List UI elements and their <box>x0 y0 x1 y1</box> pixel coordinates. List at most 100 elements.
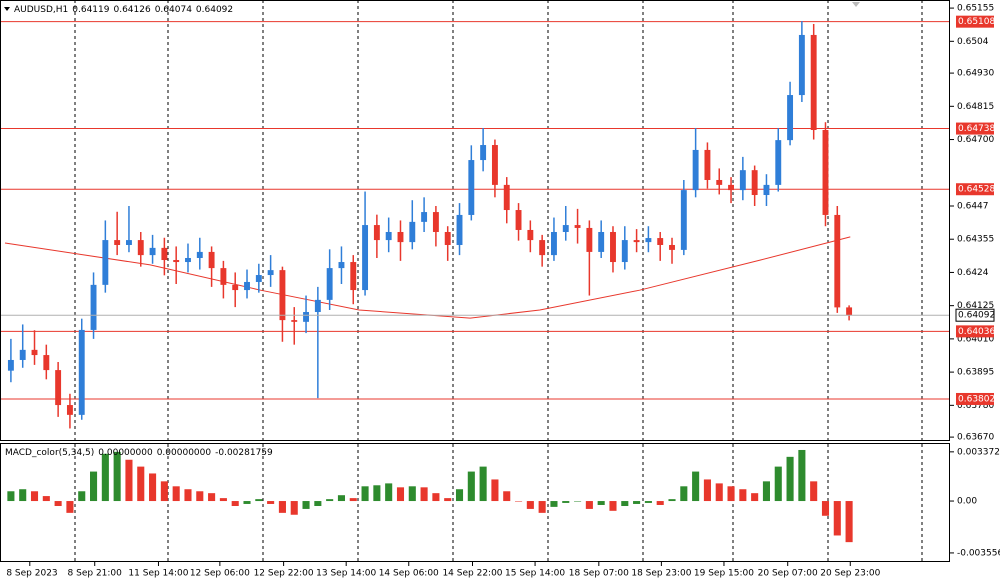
macd-bar <box>703 479 711 502</box>
close-value: 0.64092 <box>196 5 233 15</box>
candle-body <box>468 160 475 215</box>
level-label: 0.65108 <box>958 17 995 27</box>
candle-body <box>314 299 321 313</box>
candle-body <box>196 251 203 258</box>
macd-bar <box>609 501 617 511</box>
candle-body <box>669 244 675 250</box>
candle-body <box>409 221 416 243</box>
candle-body <box>185 257 191 263</box>
macd-bar <box>715 483 723 502</box>
macd-bar <box>656 501 664 505</box>
candle-body <box>7 359 14 371</box>
y-tick-label: 0.6504 <box>957 37 989 47</box>
candle-body <box>255 275 262 282</box>
candle-body <box>173 260 180 263</box>
x-tick-label: 11 Sep 14:00 <box>128 569 188 579</box>
chart-header: AUDUSD,H1 0.64119 0.64126 0.64074 0.64092 <box>14 5 233 15</box>
macd-bar <box>219 498 227 502</box>
macd-bar <box>278 501 286 513</box>
macd-bar <box>633 501 641 504</box>
high-value: 0.64126 <box>113 5 150 15</box>
macd-bar <box>668 499 676 502</box>
macd-bar <box>361 486 369 502</box>
macd-bar <box>597 501 605 505</box>
macd-bar <box>467 471 475 502</box>
candle-body <box>822 130 829 215</box>
macd-bar <box>762 481 770 502</box>
macd-bar <box>90 471 98 502</box>
low-value: 0.64074 <box>155 5 192 15</box>
candle-body <box>31 349 38 356</box>
candle-body <box>846 307 853 316</box>
level-tag <box>956 183 994 196</box>
candle-body <box>161 247 168 261</box>
candle-body <box>350 262 357 291</box>
macd-bar <box>125 459 133 502</box>
candle-body <box>834 214 841 308</box>
day-separators <box>74 0 923 562</box>
candle-body <box>728 184 734 191</box>
candle-body <box>621 240 628 263</box>
macd-bar <box>786 456 794 502</box>
macd-bar <box>680 486 688 502</box>
candle-body <box>633 240 640 243</box>
candle-body <box>692 149 699 191</box>
candle-body <box>763 184 770 196</box>
macd-bar <box>739 489 747 502</box>
candle-body <box>739 170 746 191</box>
macd-bar <box>396 487 405 502</box>
candle-body <box>338 262 345 269</box>
macd-bar <box>349 498 357 502</box>
x-tick-label: 12 Sep 06:00 <box>190 569 250 579</box>
x-tick-label: 18 Sep 07:00 <box>569 569 629 579</box>
candle-body <box>657 238 664 245</box>
macd-bar <box>503 491 511 502</box>
candle-body <box>527 229 534 241</box>
macd-bar <box>66 501 74 513</box>
y-tick-label: 0.6447 <box>957 201 989 211</box>
candle-body <box>303 312 309 322</box>
candle-body <box>586 227 593 252</box>
macd-bar <box>208 493 216 502</box>
macd-bar <box>385 483 393 502</box>
candle-body <box>456 214 463 245</box>
level-tag <box>956 122 994 135</box>
open-value: 0.64119 <box>72 5 109 15</box>
x-tick-label: 15 Sep 14:00 <box>505 569 565 579</box>
candle-body <box>562 225 569 232</box>
y-tick-label: 0.64930 <box>957 69 994 79</box>
macd-bar <box>30 491 39 502</box>
candle-body <box>208 251 215 269</box>
panel-arrow <box>852 2 860 7</box>
macd-bar <box>255 499 263 502</box>
macd-bar <box>491 479 499 502</box>
candle-body <box>19 349 26 360</box>
candle-body <box>480 145 487 161</box>
macd-bar <box>54 501 62 507</box>
candle-body <box>491 145 498 185</box>
macd-bar <box>326 499 334 502</box>
candle-body <box>810 34 817 131</box>
macd-bar <box>101 453 109 502</box>
macd-bar <box>78 491 86 502</box>
macd-bar <box>267 501 275 504</box>
x-tick-label: 14 Sep 06:00 <box>379 569 439 579</box>
macd-bar <box>19 489 27 502</box>
candle-body <box>126 240 132 245</box>
macd-bar <box>373 485 381 502</box>
macd-frame <box>0 443 950 562</box>
candle-body <box>645 238 652 243</box>
macd-bar <box>172 486 180 502</box>
macd-bar <box>538 501 546 513</box>
y-tick-label: 0.63780 <box>957 401 994 411</box>
candle-body <box>798 34 805 96</box>
macd-title: MACD_color(5,34,5) <box>5 448 94 458</box>
level-tag <box>956 392 994 405</box>
candle-body <box>397 231 404 243</box>
y-tick-label: 0.64125 <box>957 301 994 311</box>
macd-bar <box>798 449 806 502</box>
level-label: 0.64036 <box>958 327 995 337</box>
level-tag <box>956 15 994 28</box>
macd-bar <box>337 495 345 502</box>
